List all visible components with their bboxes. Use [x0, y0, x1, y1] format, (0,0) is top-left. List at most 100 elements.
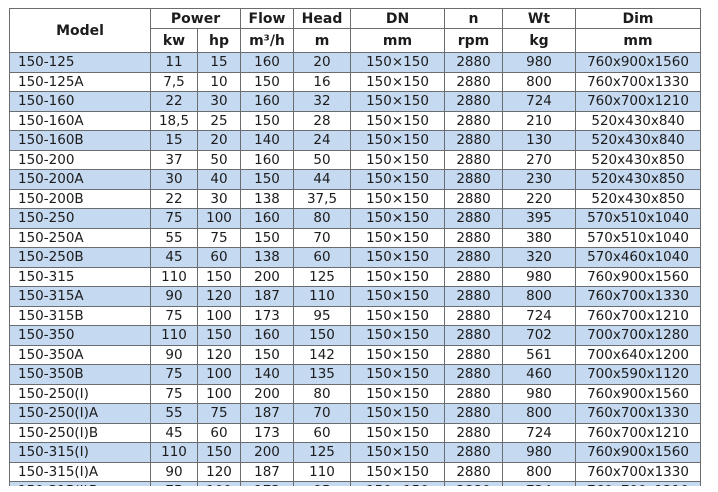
table-row: 150-250B 45 60 138 60 150×150 2880 320 5…: [9, 247, 701, 268]
cell-rpm: 2880: [444, 188, 503, 209]
cell-model: 150-160B: [9, 130, 151, 151]
cell-dn: 150×150: [350, 130, 445, 151]
cell-flow: 138: [240, 188, 294, 209]
cell-flow: 173: [240, 481, 294, 486]
cell-rpm: 2880: [444, 403, 503, 424]
cell-weight: 724: [502, 481, 576, 486]
cell-power-hp: 15: [197, 52, 241, 73]
cell-head: 110: [293, 461, 351, 482]
header-dim: Dim: [575, 8, 701, 29]
cell-model: 150-250(I)B: [9, 422, 151, 443]
cell-dimensions: 760x700x1210: [575, 422, 701, 443]
table-row: 150-315 110 150 200 125 150×150 2880 980…: [9, 266, 701, 287]
cell-dimensions: 700x590x1120: [575, 364, 701, 385]
cell-power-kw: 75: [150, 305, 198, 326]
cell-power-hp: 120: [197, 461, 241, 482]
table-body: 150-125 11 15 160 20 150×150 2880 980 76…: [9, 52, 701, 486]
cell-dn: 150×150: [350, 91, 445, 112]
cell-flow: 150: [240, 71, 294, 92]
cell-power-hp: 120: [197, 286, 241, 307]
cell-dimensions: 760x900x1560: [575, 52, 701, 73]
cell-model: 150-250: [9, 208, 151, 229]
cell-head: 110: [293, 286, 351, 307]
cell-flow: 140: [240, 364, 294, 385]
cell-head: 28: [293, 110, 351, 131]
cell-rpm: 2880: [444, 91, 503, 112]
cell-dimensions: 570x460x1040: [575, 247, 701, 268]
header-unit-hp: hp: [197, 28, 241, 53]
cell-flow: 138: [240, 247, 294, 268]
cell-dn: 150×150: [350, 325, 445, 346]
cell-power-hp: 20: [197, 130, 241, 151]
cell-weight: 724: [502, 91, 576, 112]
header-head: Head: [293, 8, 351, 29]
cell-model: 150-315(I)B: [9, 481, 151, 486]
cell-power-kw: 55: [150, 227, 198, 248]
header-unit-flow: m³/h: [240, 28, 294, 53]
table-row: 150-315(I)A 90 120 187 110 150×150 2880 …: [9, 461, 701, 482]
cell-power-kw: 75: [150, 364, 198, 385]
cell-model: 150-315(I)A: [9, 461, 151, 482]
cell-power-kw: 18,5: [150, 110, 198, 131]
table-row: 150-350B 75 100 140 135 150×150 2880 460…: [9, 364, 701, 385]
cell-model: 150-315: [9, 266, 151, 287]
cell-power-hp: 100: [197, 208, 241, 229]
cell-model: 150-350: [9, 325, 151, 346]
cell-dn: 150×150: [350, 461, 445, 482]
cell-power-hp: 75: [197, 227, 241, 248]
header-flow: Flow: [240, 8, 294, 29]
cell-model: 150-160A: [9, 110, 151, 131]
table-row: 150-250(I) 75 100 200 80 150×150 2880 98…: [9, 383, 701, 404]
cell-dn: 150×150: [350, 364, 445, 385]
cell-model: 150-250(I)A: [9, 403, 151, 424]
cell-weight: 980: [502, 266, 576, 287]
cell-flow: 200: [240, 383, 294, 404]
table-row: 150-160A 18,5 25 150 28 150×150 2880 210…: [9, 110, 701, 131]
cell-rpm: 2880: [444, 461, 503, 482]
cell-weight: 980: [502, 52, 576, 73]
cell-head: 60: [293, 422, 351, 443]
cell-rpm: 2880: [444, 422, 503, 443]
cell-dn: 150×150: [350, 403, 445, 424]
cell-rpm: 2880: [444, 247, 503, 268]
cell-flow: 200: [240, 266, 294, 287]
cell-dimensions: 700x700x1280: [575, 325, 701, 346]
cell-dimensions: 520x430x840: [575, 130, 701, 151]
table-row: 150-160B 15 20 140 24 150×150 2880 130 5…: [9, 130, 701, 151]
cell-head: 142: [293, 344, 351, 365]
cell-power-kw: 90: [150, 344, 198, 365]
cell-flow: 150: [240, 110, 294, 131]
cell-flow: 160: [240, 91, 294, 112]
pump-spec-table-container: Model Power Flow Head DN n Wt Dim kw hp …: [9, 8, 703, 486]
cell-dimensions: 760x700x1210: [575, 91, 701, 112]
cell-dn: 150×150: [350, 442, 445, 463]
table-row: 150-200A 30 40 150 44 150×150 2880 230 5…: [9, 169, 701, 190]
cell-power-kw: 75: [150, 208, 198, 229]
cell-rpm: 2880: [444, 266, 503, 287]
cell-weight: 724: [502, 422, 576, 443]
cell-head: 70: [293, 227, 351, 248]
cell-power-kw: 45: [150, 247, 198, 268]
cell-power-kw: 15: [150, 130, 198, 151]
cell-dimensions: 520x430x850: [575, 149, 701, 170]
header-n: n: [444, 8, 503, 29]
cell-flow: 187: [240, 461, 294, 482]
cell-model: 150-315B: [9, 305, 151, 326]
cell-power-kw: 90: [150, 286, 198, 307]
cell-dimensions: 520x430x840: [575, 110, 701, 131]
cell-power-kw: 30: [150, 169, 198, 190]
cell-weight: 220: [502, 188, 576, 209]
cell-power-hp: 100: [197, 383, 241, 404]
cell-dimensions: 520x430x850: [575, 188, 701, 209]
cell-head: 70: [293, 403, 351, 424]
cell-dn: 150×150: [350, 149, 445, 170]
cell-model: 150-250A: [9, 227, 151, 248]
cell-rpm: 2880: [444, 325, 503, 346]
cell-power-hp: 120: [197, 344, 241, 365]
cell-power-kw: 110: [150, 442, 198, 463]
cell-power-kw: 75: [150, 481, 198, 486]
cell-power-kw: 22: [150, 91, 198, 112]
cell-flow: 140: [240, 130, 294, 151]
table-row: 150-200 37 50 160 50 150×150 2880 270 52…: [9, 149, 701, 170]
cell-dn: 150×150: [350, 422, 445, 443]
